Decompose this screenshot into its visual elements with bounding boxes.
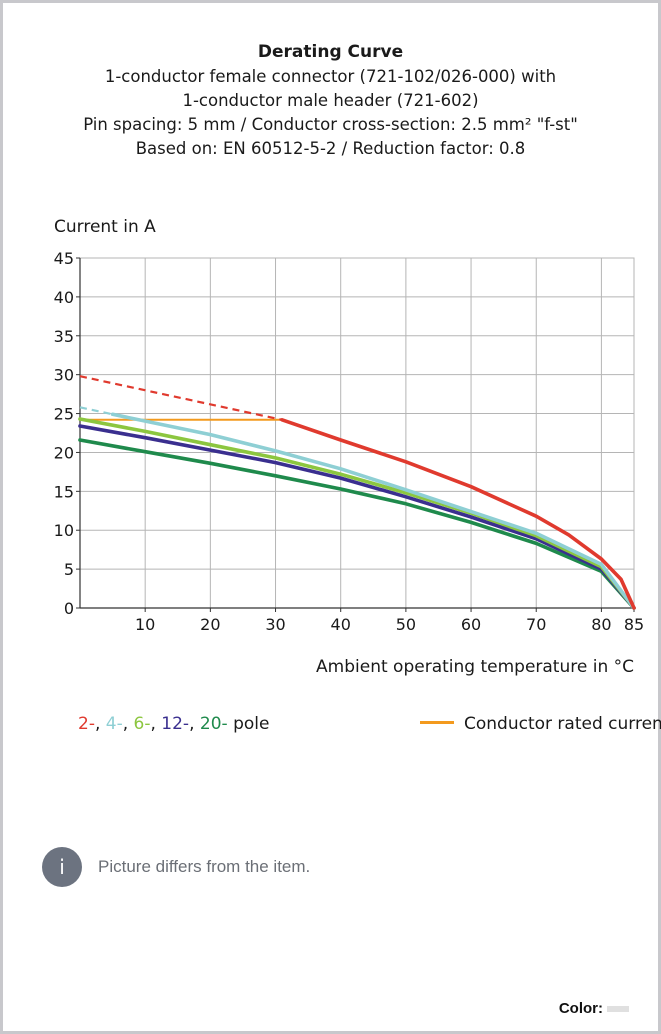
x-tick-label: 40 <box>331 615 351 634</box>
y-tick-label: 15 <box>54 482 74 501</box>
y-tick-label: 40 <box>54 288 74 307</box>
x-tick-label: 30 <box>265 615 285 634</box>
chart-subtitle-line-1: 1-conductor female connector (721-102/02… <box>104 67 557 86</box>
color-swatch <box>607 1006 629 1013</box>
y-tick-label: 10 <box>54 521 74 540</box>
legend-pole-7: , <box>189 714 200 734</box>
series-line-6pole <box>78 417 636 610</box>
x-axis-label: Ambient operating temperature in °C <box>316 657 634 677</box>
x-tick-label: 10 <box>135 615 155 634</box>
x-tick-label: 80 <box>591 615 611 634</box>
info-icon: i <box>42 847 82 887</box>
color-field: Color: <box>559 1000 629 1017</box>
y-tick-label: 30 <box>54 366 74 385</box>
x-tick-label: 50 <box>396 615 416 634</box>
y-tick-label: 35 <box>54 327 74 346</box>
x-tick-label: 70 <box>526 615 546 634</box>
legend-pole-6: 12- <box>161 714 190 734</box>
y-tick-label: 5 <box>64 560 74 579</box>
color-label: Color: <box>558 1000 603 1017</box>
series-line-12pole <box>78 424 636 610</box>
derating-chart: 0 5 10 15 20 25 30 35 40 45 10 20 30 40 50 60 70 80 85 Cur… <box>54 217 645 677</box>
chart-subtitle-line-4: Based on: EN 60512-5-2 / Reduction facto… <box>135 139 526 158</box>
legend-rated-label: Conductor rated current <box>464 714 661 734</box>
plot-frame <box>79 257 635 609</box>
y-tick-label: 25 <box>54 405 74 424</box>
legend-pole-series: 2-, 4-, 6-, 12-, 20- pole <box>78 714 269 734</box>
y-axis-label: Current in A <box>54 217 156 237</box>
series-dashed-2pole <box>79 375 283 421</box>
legend-pole-0: 2- <box>78 714 95 734</box>
chart-title: Derating Curve <box>257 42 404 62</box>
legend-pole-5: , <box>150 714 162 734</box>
legend-rated-current: Conductor rated current <box>420 714 661 734</box>
legend-pole-9: pole <box>227 714 270 734</box>
x-tick-label: 20 <box>200 615 220 634</box>
chart-title-block: Derating Curve 1-conductor female connec… <box>0 40 661 161</box>
chart-subtitle-line-3: Pin spacing: 5 mm / Conductor cross-sect… <box>83 115 578 134</box>
legend-pole-4: 6- <box>133 714 151 734</box>
y-tick-label: 45 <box>54 249 74 268</box>
chart-legend: 2-, 4-, 6-, 12-, 20- pole Conductor rate… <box>78 714 661 740</box>
series-line-4pole <box>110 412 636 610</box>
series-line-2pole <box>280 418 636 610</box>
picture-note-text: Picture differs from the item. <box>98 857 311 876</box>
rated-current-swatch <box>420 720 454 724</box>
legend-pole-2: 4- <box>105 714 123 734</box>
series-line-20pole <box>78 438 636 610</box>
x-tick-label: 85 <box>624 615 644 634</box>
legend-pole-8: 20- <box>199 714 228 734</box>
legend-pole-3: , <box>122 714 134 734</box>
x-tick-label: 60 <box>461 615 481 634</box>
legend-pole-1: , <box>94 714 106 734</box>
picture-note: i Picture differs from the item. <box>42 847 632 887</box>
chart-subtitle-line-2: 1-conductor male header (721-602) <box>182 91 479 110</box>
y-tick-label: 0 <box>64 599 74 618</box>
series-dashed-4pole <box>79 406 113 416</box>
y-tick-label: 20 <box>54 443 74 462</box>
